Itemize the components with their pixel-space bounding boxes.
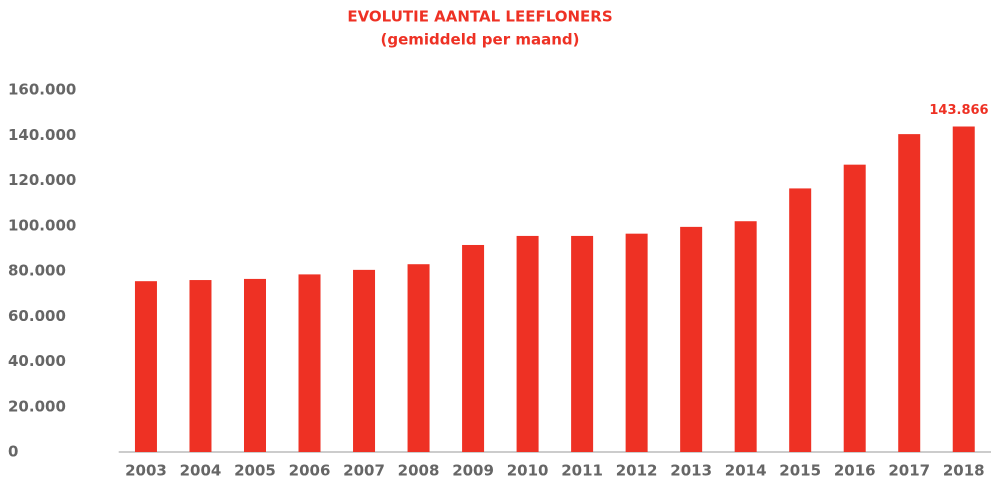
y-tick-label: 0 xyxy=(8,443,18,461)
bar xyxy=(516,235,539,452)
y-tick-label: 60.000 xyxy=(8,307,66,325)
x-tick-label: 2007 xyxy=(343,462,385,480)
value-label: 143.866 xyxy=(929,103,988,118)
y-tick-label: 160.000 xyxy=(8,81,76,99)
x-tick-label: 2011 xyxy=(561,462,603,480)
x-tick-label: 2005 xyxy=(234,462,276,480)
x-tick-label: 2006 xyxy=(289,462,331,480)
x-tick-label: 2003 xyxy=(125,462,167,480)
bar xyxy=(353,269,376,452)
bar xyxy=(462,244,485,452)
bar xyxy=(571,235,594,452)
chart-subtitle: (gemiddeld per maand) xyxy=(381,31,580,49)
bar xyxy=(789,188,812,452)
y-tick-label: 80.000 xyxy=(8,262,66,280)
x-tick-label: 2015 xyxy=(779,462,821,480)
x-tick-label: 2008 xyxy=(398,462,440,480)
x-tick-label: 2016 xyxy=(834,462,876,480)
bar xyxy=(298,274,321,452)
x-tick-label: 2009 xyxy=(452,462,494,480)
x-tick-label: 2018 xyxy=(943,462,985,480)
chart-title: EVOLUTIE AANTAL LEEFLONERS xyxy=(347,8,612,26)
x-tick-label: 2017 xyxy=(888,462,930,480)
bar xyxy=(952,126,975,452)
y-tick-label: 120.000 xyxy=(8,171,76,189)
bar xyxy=(680,226,703,452)
bar xyxy=(189,280,212,452)
bar xyxy=(407,264,430,452)
x-tick-label: 2010 xyxy=(507,462,549,480)
bar xyxy=(734,221,757,452)
x-tick-label: 2014 xyxy=(725,462,767,480)
bar xyxy=(843,164,866,452)
x-tick-label: 2012 xyxy=(616,462,658,480)
bar xyxy=(243,278,266,452)
bar xyxy=(134,281,157,452)
y-tick-label: 140.000 xyxy=(8,126,76,144)
y-tick-label: 40.000 xyxy=(8,352,66,370)
x-tick-label: 2013 xyxy=(670,462,712,480)
bar xyxy=(898,134,921,452)
bar xyxy=(625,233,648,452)
y-tick-label: 100.000 xyxy=(8,216,76,234)
y-tick-label: 20.000 xyxy=(8,397,66,415)
x-tick-label: 2004 xyxy=(180,462,222,480)
